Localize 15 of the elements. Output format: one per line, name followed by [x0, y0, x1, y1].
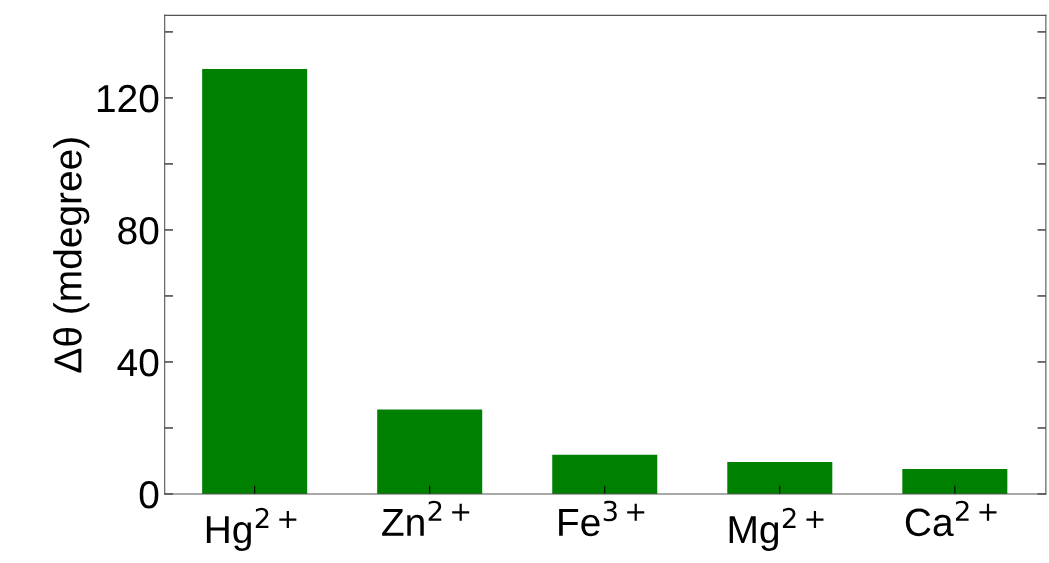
x-tick-label: Mg$^{2+}$ — [729, 507, 824, 552]
x-tick-label: Ca$^{2+}$ — [905, 500, 997, 537]
y-axis-title: Δθ (mdegree) — [53, 138, 90, 373]
x-tick-label: Fe$^{3+}$ — [559, 500, 645, 537]
x-tick-label: Zn$^{2+}$ — [382, 500, 470, 536]
bar — [902, 468, 1008, 494]
bar — [727, 461, 833, 494]
y-tick-label: 80 — [118, 216, 159, 245]
bar — [202, 68, 308, 494]
y-tick-label: 120 — [97, 84, 159, 113]
bar — [552, 454, 658, 494]
bar — [377, 409, 483, 494]
y-tick-label: 40 — [117, 348, 159, 377]
x-tick-label: Hg$^{2+}$ — [206, 507, 297, 552]
y-tick-label: 0 — [139, 480, 159, 509]
